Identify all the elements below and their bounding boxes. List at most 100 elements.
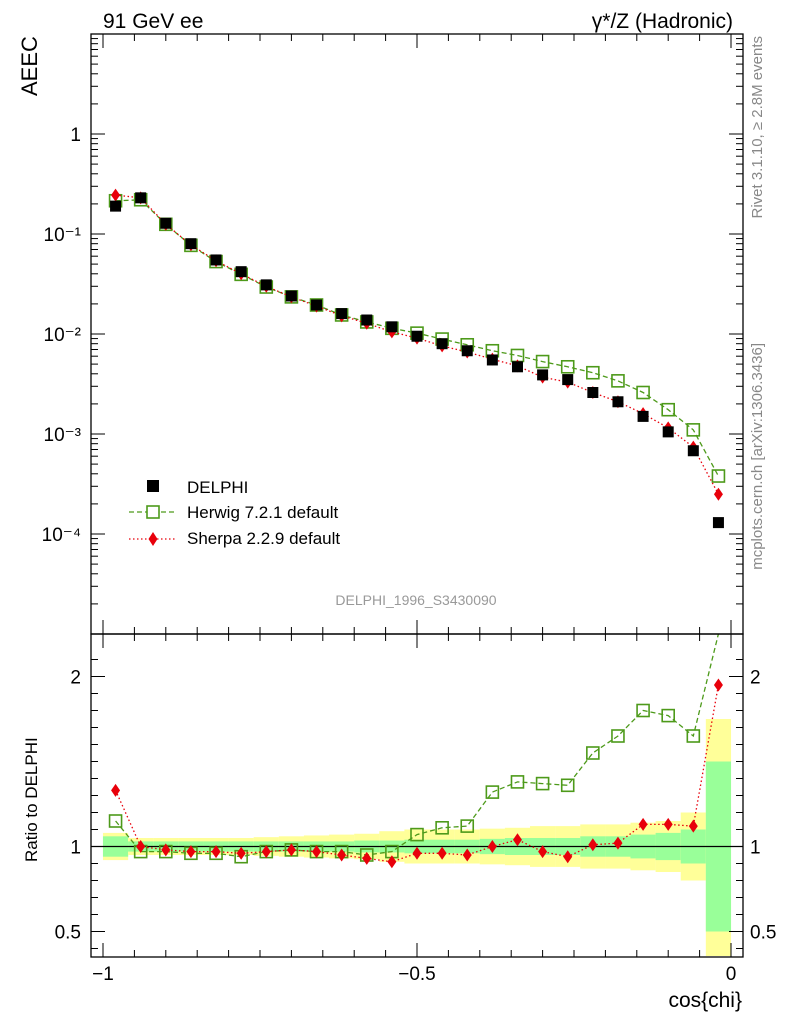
data-point-herwig — [661, 708, 676, 723]
data-point-sherpa — [487, 840, 497, 853]
legend-marker-herwig — [146, 505, 160, 519]
data-point-delphi — [486, 354, 498, 366]
data-point-sherpa — [111, 783, 121, 797]
ratio-y-tick-label: 2 — [70, 668, 81, 689]
y-tick-label: 10⁻² — [44, 325, 82, 346]
data-point-delphi — [260, 279, 272, 291]
y-tick-label: 10⁻¹ — [44, 225, 82, 246]
data-point-sherpa — [161, 843, 171, 857]
data-point-herwig — [686, 423, 701, 437]
data-point-sherpa — [663, 817, 673, 831]
series-line — [115, 194, 719, 495]
data-point-delphi — [511, 361, 523, 373]
data-point-herwig — [435, 820, 449, 835]
data-point-herwig — [410, 827, 424, 842]
x-axis-title: cos{chi} — [668, 989, 742, 1012]
y-tick-label: 10⁻³ — [44, 425, 82, 446]
data-point-sherpa — [387, 855, 397, 869]
data-point-delphi — [461, 345, 473, 357]
data-point-herwig — [460, 819, 475, 833]
data-point-delphi — [637, 410, 649, 422]
analysis-watermark: DELPHI_1996_S3430090 — [335, 592, 496, 608]
data-point-sherpa — [713, 678, 723, 692]
data-point-herwig — [611, 374, 625, 388]
data-point-herwig — [510, 775, 525, 789]
data-point-sherpa — [286, 843, 296, 857]
data-point-delphi — [361, 314, 373, 326]
y-tick-label: 1 — [70, 125, 81, 146]
data-point-herwig — [560, 359, 575, 374]
ratio-frame — [90, 633, 744, 958]
data-point-sherpa — [613, 836, 623, 850]
x-tick-label: −0.5 — [398, 964, 436, 985]
data-point-delphi — [411, 330, 423, 342]
energy-label: 91 GeV ee — [103, 10, 203, 33]
data-point-delphi — [135, 192, 147, 204]
data-point-herwig — [586, 365, 600, 380]
data-point-sherpa — [186, 845, 196, 859]
data-point-sherpa — [437, 846, 447, 860]
legend-label-sherpa: Sherpa 2.2.9 default — [187, 529, 340, 548]
data-point-sherpa — [236, 846, 246, 860]
legend-label-delphi: DELPHI — [187, 478, 248, 497]
ratio-series-layer — [108, 633, 723, 869]
data-point-sherpa — [462, 848, 472, 862]
data-point-sherpa — [312, 845, 322, 859]
data-point-herwig — [711, 469, 726, 483]
mcplots-label: mcplots.cern.ch [arXiv:1306.3436] — [749, 343, 766, 570]
data-point-herwig — [636, 385, 650, 400]
axes-layer: 1 10⁻¹ 10⁻² 10⁻³ 10⁻⁴ −1 −0.5 0 0.5 0.5 1 1 2 2 — [42, 33, 776, 985]
x-tick-label: −1 — [92, 964, 114, 985]
data-point-delphi — [336, 308, 348, 320]
data-point-sherpa — [512, 833, 522, 847]
legend-marker-sherpa — [148, 532, 158, 546]
data-point-herwig — [686, 729, 701, 743]
x-tick-label: 0 — [726, 964, 737, 985]
ratio-y-tick-label-right: 0.5 — [750, 923, 776, 944]
data-point-sherpa — [688, 819, 698, 833]
data-point-delphi — [285, 290, 297, 302]
data-point-delphi — [185, 238, 197, 250]
y-tick-label: 10⁻⁴ — [42, 525, 81, 546]
data-point-sherpa — [713, 487, 723, 501]
data-point-sherpa — [538, 845, 548, 859]
data-point-herwig — [108, 814, 123, 828]
data-point-herwig — [661, 402, 676, 417]
data-point-herwig — [560, 778, 575, 793]
ratio-y-tick-label: 0.5 — [55, 923, 81, 944]
ratio-y-axis-title: Ratio to DELPHI — [22, 737, 41, 862]
data-point-delphi — [562, 374, 574, 386]
data-point-herwig — [485, 785, 500, 799]
data-point-herwig — [535, 776, 550, 791]
data-point-sherpa — [362, 851, 372, 865]
data-point-delphi — [160, 217, 172, 229]
data-point-delphi — [612, 396, 624, 408]
legend-label-herwig: Herwig 7.2.1 default — [187, 503, 338, 522]
series-line — [115, 633, 720, 858]
data-point-delphi — [235, 266, 247, 278]
ratio-bands — [91, 719, 743, 956]
data-point-delphi — [687, 445, 699, 457]
data-point-herwig — [636, 703, 650, 718]
data-point-delphi — [587, 387, 599, 399]
data-point-sherpa — [412, 846, 422, 860]
data-point-herwig — [586, 746, 600, 760]
rivet-label: Rivet 3.1.10, ≥ 2.8M events — [749, 36, 766, 219]
data-point-herwig — [611, 729, 625, 743]
data-point-sherpa — [563, 850, 573, 864]
legend-marker-delphi — [147, 480, 159, 492]
data-point-herwig — [535, 354, 550, 369]
process-label: γ*/Z (Hadronic) — [592, 10, 733, 33]
data-point-sherpa — [261, 845, 271, 859]
data-point-sherpa — [211, 845, 221, 859]
data-point-delphi — [311, 299, 323, 311]
y-axis-title: AEEC — [17, 36, 42, 96]
data-point-delphi — [436, 338, 448, 350]
data-point-sherpa — [588, 838, 598, 852]
data-point-sherpa — [337, 848, 347, 862]
data-point-sherpa — [638, 817, 648, 831]
ratio-y-tick-label-right: 1 — [750, 838, 761, 859]
data-point-sherpa — [136, 840, 146, 853]
data-point-sherpa — [111, 188, 121, 202]
